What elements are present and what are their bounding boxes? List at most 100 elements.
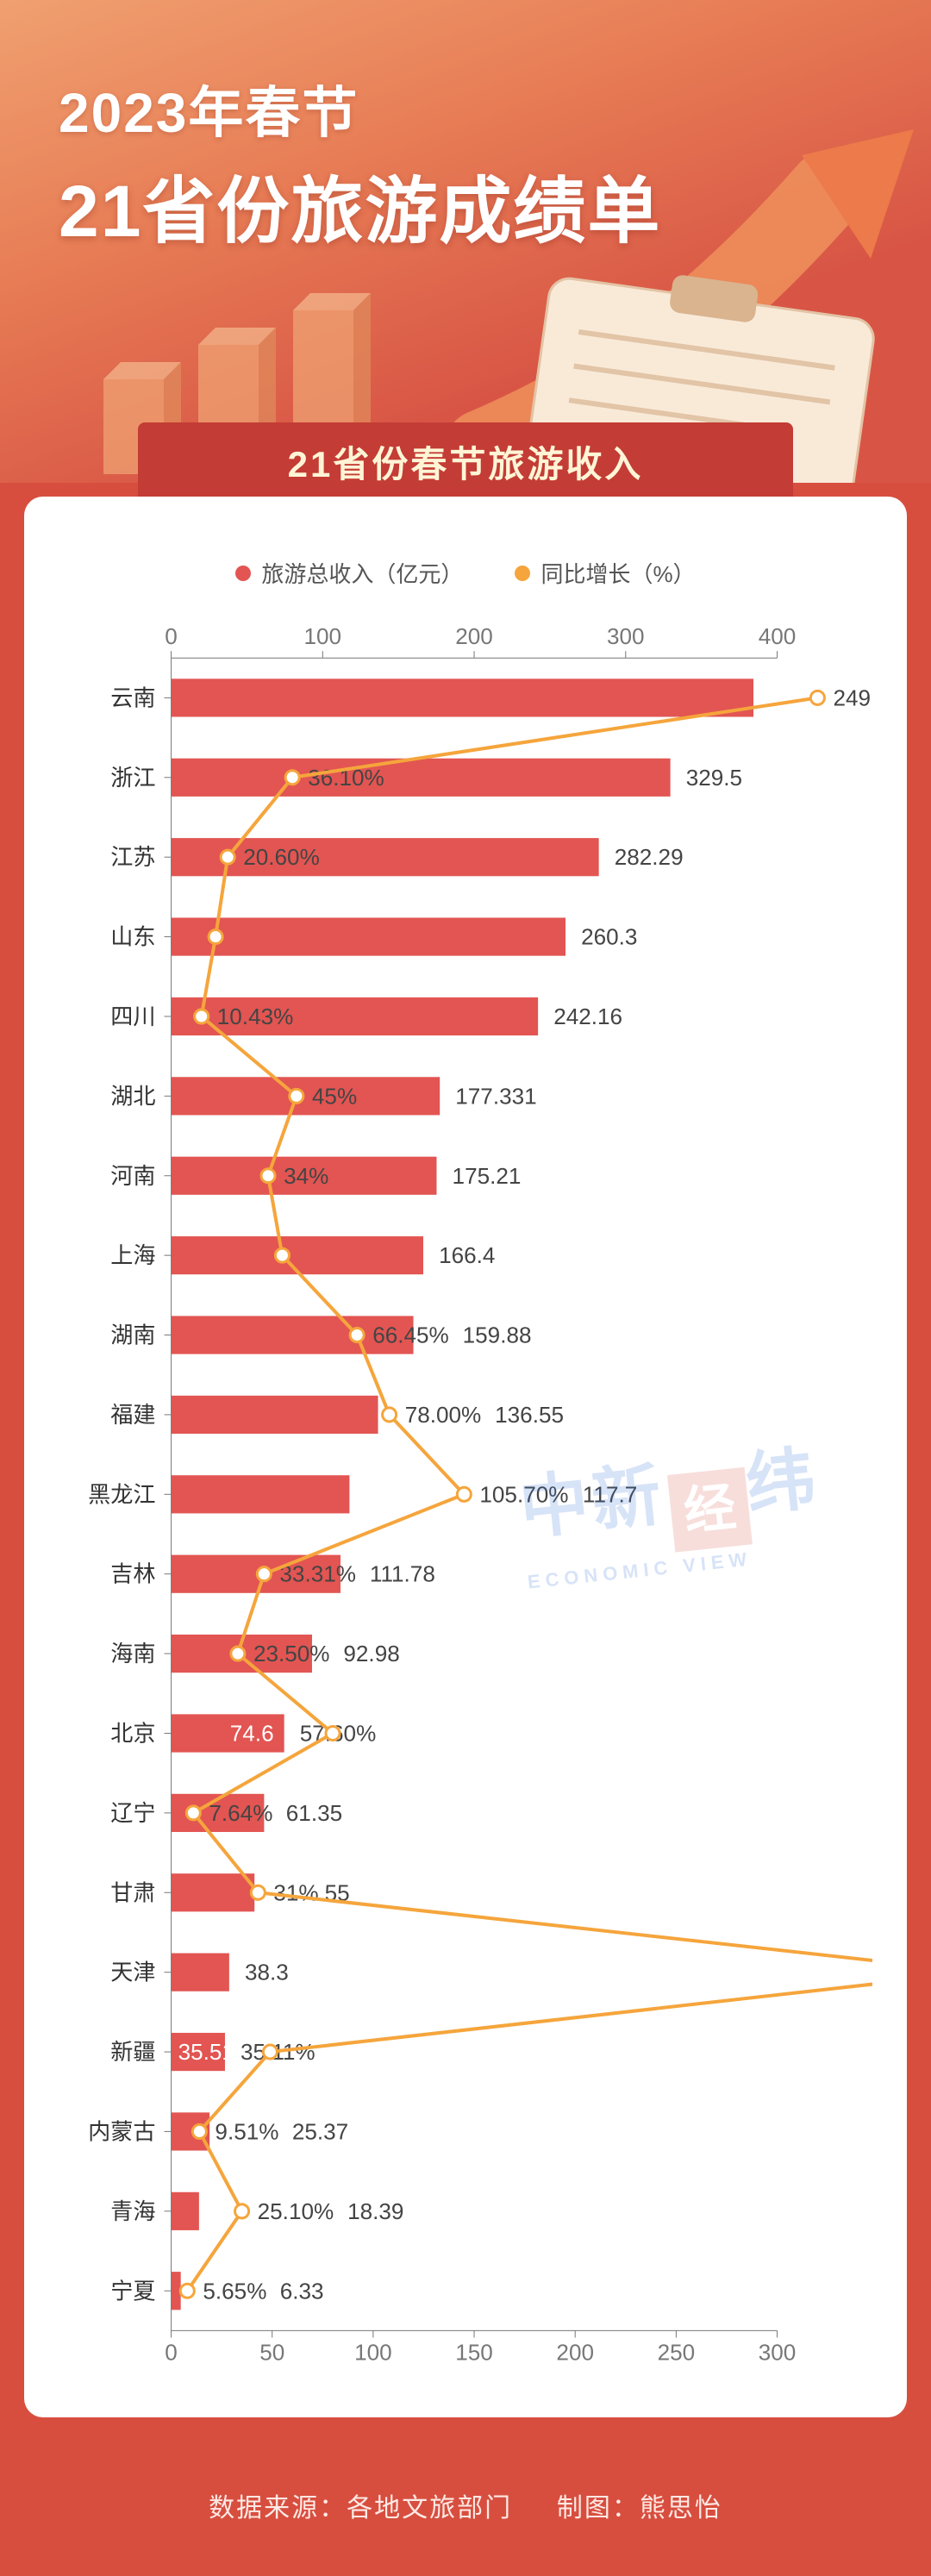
top-axis-tick: 200: [455, 623, 493, 649]
province-label: 辽宁: [110, 1800, 155, 1826]
revenue-bar: [172, 759, 671, 797]
growth-value: 7.64%: [209, 1800, 272, 1826]
revenue-value: 177.331: [455, 1083, 536, 1109]
banner-ribbon: 21省份春节旅游收入: [138, 422, 793, 500]
growth-marker: [186, 1806, 200, 1820]
legend-bar-dot: [235, 566, 251, 581]
revenue-value: 35.51: [178, 2039, 234, 2065]
province-label: 湖南: [110, 1322, 155, 1348]
growth-marker: [326, 1726, 340, 1740]
page-title: 2023年春节 21省份旅游成绩单: [59, 69, 661, 258]
revenue-value: 260.3: [581, 924, 637, 950]
section-banner: 21省份春节旅游收入: [24, 414, 907, 509]
province-label: 云南: [110, 685, 155, 710]
title-line2: 21省份旅游成绩单: [59, 153, 661, 258]
growth-value: 10.43%: [217, 1004, 294, 1029]
legend-line-label: 同比增长（%）: [540, 557, 695, 589]
province-label: 江苏: [110, 844, 155, 870]
province-label: 北京: [110, 1721, 155, 1747]
revenue-bar: [172, 917, 565, 955]
legend-bar: 旅游总收入（亿元）: [235, 557, 463, 589]
footer-author-value: 熊思怡: [640, 2494, 722, 2523]
bottom-axis-tick: 200: [556, 2340, 594, 2366]
revenue-bar: [172, 1236, 423, 1274]
growth-value: 31%: [273, 1879, 318, 1905]
revenue-bar: [172, 1475, 350, 1513]
growth-marker: [383, 1408, 397, 1422]
growth-marker: [290, 1089, 303, 1103]
growth-marker: [350, 1329, 364, 1342]
title-line1: 2023年春节: [59, 69, 661, 148]
province-label: 青海: [110, 2198, 155, 2224]
province-label: 宁夏: [110, 2278, 155, 2304]
revenue-bar: [172, 1954, 229, 1991]
legend-line-dot: [515, 566, 530, 581]
province-label: 四川: [110, 1004, 155, 1029]
growth-marker: [195, 1010, 209, 1023]
province-label: 新疆: [110, 2039, 155, 2065]
bottom-axis-tick: 300: [759, 2340, 797, 2366]
footer-author-label: 制图：: [557, 2494, 640, 2523]
top-axis-tick: 300: [607, 623, 645, 649]
bottom-axis-tick: 100: [354, 2340, 392, 2366]
top-axis-tick: 400: [759, 623, 797, 649]
infographic-root: 2023年春节 21省份旅游成绩单 21省份春节旅游收入 旅游总收入（亿元） 同…: [0, 0, 931, 2576]
hero: 2023年春节 21省份旅游成绩单: [0, 0, 931, 483]
banner-title: 21省份春节旅游收入: [288, 435, 644, 488]
revenue-value: 282.29: [615, 844, 684, 870]
revenue-value: 38.3: [245, 1960, 289, 1985]
bottom-axis-tick: 150: [455, 2340, 493, 2366]
growth-value: 249.40%: [833, 685, 872, 710]
growth-marker: [457, 1487, 471, 1501]
growth-marker: [263, 2045, 277, 2059]
growth-value: 5.65%: [203, 2278, 266, 2304]
growth-value: 78.00%: [405, 1402, 482, 1428]
legend-bar-label: 旅游总收入（亿元）: [261, 557, 463, 589]
bottom-axis-tick: 50: [259, 2340, 284, 2366]
footer-source-label: 数据来源：: [209, 2494, 347, 2523]
revenue-value: 6.33: [280, 2278, 324, 2304]
growth-marker: [209, 930, 222, 944]
growth-marker: [251, 1885, 265, 1899]
growth-value: 45%: [312, 1083, 357, 1109]
revenue-value: 25.37: [292, 2118, 348, 2144]
growth-value: 34%: [284, 1163, 328, 1189]
footer-source-value: 各地文旅部门: [347, 2494, 512, 2523]
chart-card: 旅游总收入（亿元） 同比增长（%） 0 100 200 300 400 云南 249.40%…: [24, 497, 907, 2417]
revenue-value: 117.7: [583, 1481, 637, 1507]
panel: 21省份春节旅游收入 旅游总收入（亿元） 同比增长（%） 0 100 200 300 4…: [24, 414, 907, 2417]
revenue-value: 18.39: [347, 2198, 403, 2224]
revenue-value: 111.78: [370, 1561, 435, 1587]
bottom-axis-tick: 250: [658, 2340, 696, 2366]
growth-marker: [810, 691, 824, 704]
growth-marker: [285, 771, 299, 785]
revenue-value: 166.4: [439, 1242, 495, 1268]
top-axis-tick: 0: [165, 623, 178, 649]
province-label: 浙江: [110, 765, 155, 791]
province-label: 天津: [110, 1960, 155, 1985]
growth-value: 20.60%: [243, 844, 320, 870]
revenue-value: 159.88: [463, 1322, 532, 1348]
province-label: 上海: [110, 1242, 155, 1268]
growth-marker: [221, 850, 234, 864]
footer: 数据来源：各地文旅部门 制图：熊思怡: [0, 2486, 931, 2524]
revenue-bar: [172, 1396, 378, 1434]
province-label: 福建: [110, 1402, 155, 1428]
revenue-chart: 0100200300400云南249.40%384.35浙江36.10%329.…: [59, 615, 872, 2374]
growth-marker: [257, 1567, 271, 1581]
revenue-value: 242.16: [553, 1004, 622, 1029]
bottom-axis-tick: 0: [165, 2340, 178, 2366]
province-label: 黑龙江: [88, 1481, 155, 1507]
province-label: 海南: [110, 1641, 155, 1666]
growth-marker: [192, 2124, 206, 2138]
province-label: 内蒙古: [88, 2118, 155, 2144]
growth-value: 105.70%: [479, 1481, 568, 1507]
revenue-value: 61.35: [286, 1800, 342, 1826]
top-axis-tick: 100: [304, 623, 342, 649]
province-label: 吉林: [110, 1561, 155, 1587]
growth-value: 23.50%: [253, 1641, 330, 1666]
province-label: 甘肃: [110, 1879, 155, 1905]
revenue-bar: [172, 1077, 441, 1115]
province-label: 河南: [110, 1163, 155, 1189]
growth-marker: [235, 2204, 249, 2218]
